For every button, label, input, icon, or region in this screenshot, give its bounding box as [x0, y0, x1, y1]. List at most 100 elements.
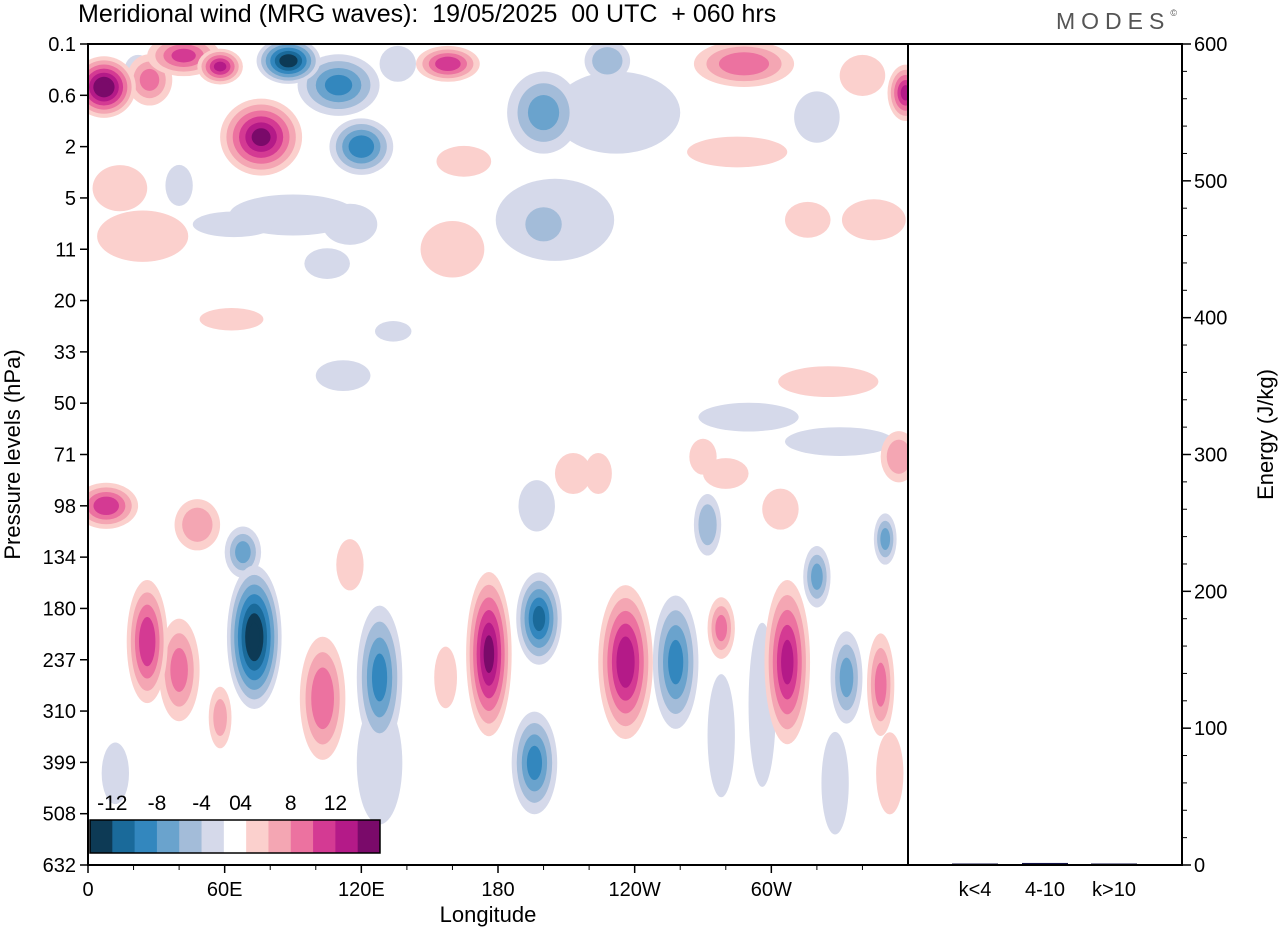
energy-bar	[1022, 862, 1068, 865]
energy-tick-label: 300	[1194, 445, 1227, 467]
colorbar-label: 8	[285, 792, 297, 815]
y-axis-title: Pressure levels (hPa)	[0, 349, 25, 559]
heatmap-cell	[876, 732, 904, 815]
heatmap-contour	[311, 667, 334, 730]
heatmap-contour	[525, 207, 562, 242]
bar-chart-frame	[907, 43, 1183, 866]
heatmap-cell	[158, 618, 200, 722]
heatmap-cell	[322, 203, 378, 245]
heatmap-cell	[841, 199, 906, 241]
bar-category-label: k<4	[959, 879, 992, 901]
x-tick-label: 120W	[609, 879, 661, 901]
heatmap-contour	[371, 653, 388, 702]
colorbar-swatch	[290, 820, 314, 853]
heatmap-contour	[668, 639, 684, 685]
heatmap-contour	[483, 635, 495, 674]
heatmap-cell	[436, 145, 492, 177]
heatmap-contour	[703, 458, 749, 489]
heatmap-cell	[88, 56, 136, 118]
colorbar-label: -4	[192, 792, 211, 815]
heatmap-cell	[598, 585, 653, 740]
heatmap-cell	[416, 45, 480, 82]
colorbar-swatch	[179, 820, 203, 853]
heatmap-cell	[794, 91, 840, 143]
colorbar-swatch	[90, 820, 113, 853]
heatmap-cell	[197, 48, 243, 85]
heatmap-contour	[92, 165, 148, 212]
chart-title: Meridional wind (MRG waves): 19/05/2025 …	[78, 0, 777, 28]
heatmap-contour	[435, 56, 461, 72]
heatmap-cell	[552, 71, 681, 154]
heatmap-contour	[876, 732, 904, 815]
colorbar-swatch	[357, 820, 381, 853]
heatmap-contour	[213, 61, 227, 72]
heatmap-cell	[803, 545, 831, 608]
heatmap-cell	[88, 482, 139, 529]
energy-tick-label: 400	[1194, 308, 1227, 330]
heatmap-contour	[97, 210, 189, 262]
heatmap-cell	[707, 597, 735, 659]
colorbar: -12 -8 -4 0 4 8 12	[89, 792, 381, 854]
bar-category-label: 4-10	[1025, 879, 1065, 901]
heatmap-cell	[687, 136, 788, 168]
heatmap-contour	[821, 731, 849, 835]
heatmap-contour	[434, 646, 457, 709]
heatmap-cell	[97, 210, 189, 262]
y-tick-label: 399	[43, 752, 76, 774]
colorbar-swatch	[268, 820, 292, 853]
heatmap-cell	[375, 321, 412, 342]
colorbar-frame	[89, 819, 381, 854]
heatmap-cell	[304, 248, 350, 279]
heatmap-contour	[839, 657, 854, 698]
y-tick-label: 71	[54, 445, 76, 467]
heatmap-contour	[139, 68, 160, 91]
bar-chart-axes: k<4 4-10 k>10 0 100 200 300 400 500 600 Energy (J/…	[959, 34, 1278, 901]
heatmap-cell	[329, 118, 394, 175]
heatmap-cell	[224, 526, 262, 578]
heatmap-cell	[703, 458, 749, 489]
heatmap-contour	[900, 85, 908, 101]
brand-logo: MODES©	[1056, 8, 1177, 35]
heatmap-cell	[126, 54, 173, 106]
heatmap-contour	[93, 496, 119, 516]
y-tick-label: 0.1	[48, 34, 76, 56]
heatmap-cell	[165, 164, 193, 206]
heatmap-contour	[101, 742, 129, 805]
heatmap-cell	[101, 742, 129, 805]
colorbar-swatch	[156, 820, 180, 853]
heatmap-contour	[554, 452, 592, 495]
heatmap-contour	[199, 307, 264, 331]
heatmap-contour	[778, 366, 879, 398]
heatmap-cell	[256, 44, 321, 84]
heatmap-cell	[652, 595, 699, 729]
heatmap-contour	[235, 541, 251, 564]
heatmap-cell	[174, 499, 221, 551]
x-tick-label: 120E	[338, 879, 385, 901]
heatmap-contour	[874, 662, 887, 707]
heatmap-cell	[584, 44, 631, 82]
heatmap-cell	[707, 674, 735, 798]
heatmap-contour	[526, 745, 543, 781]
heatmap-contour	[139, 616, 156, 667]
y-tick-label: 20	[54, 291, 76, 313]
y-tick-label: 11	[55, 239, 76, 261]
heatmap-contour	[886, 439, 908, 474]
heatmap-contour	[698, 504, 717, 546]
y-tick-label: 310	[43, 701, 76, 723]
heatmap-contour	[248, 622, 260, 652]
heatmap-contour	[707, 674, 735, 798]
heatmap-contour	[213, 699, 227, 736]
heatmap-contour	[436, 145, 492, 177]
heatmap-field	[88, 44, 908, 865]
heatmap-axes: 0.1 0.6 2 5 11 20 33 50 71 98 134 180 237 310 399 508 63…	[0, 34, 863, 927]
heatmap-cell	[867, 633, 895, 736]
heatmap-contour	[518, 480, 555, 532]
heatmap-cell	[220, 98, 303, 176]
colorbar-swatch	[201, 820, 225, 853]
heatmap-contour	[687, 136, 788, 168]
heatmap-cell	[511, 711, 558, 815]
heatmap-contour	[527, 95, 560, 131]
x-tick-label: 0	[82, 879, 93, 901]
heatmap-contour	[348, 135, 375, 158]
colorbar-swatch	[134, 820, 158, 853]
